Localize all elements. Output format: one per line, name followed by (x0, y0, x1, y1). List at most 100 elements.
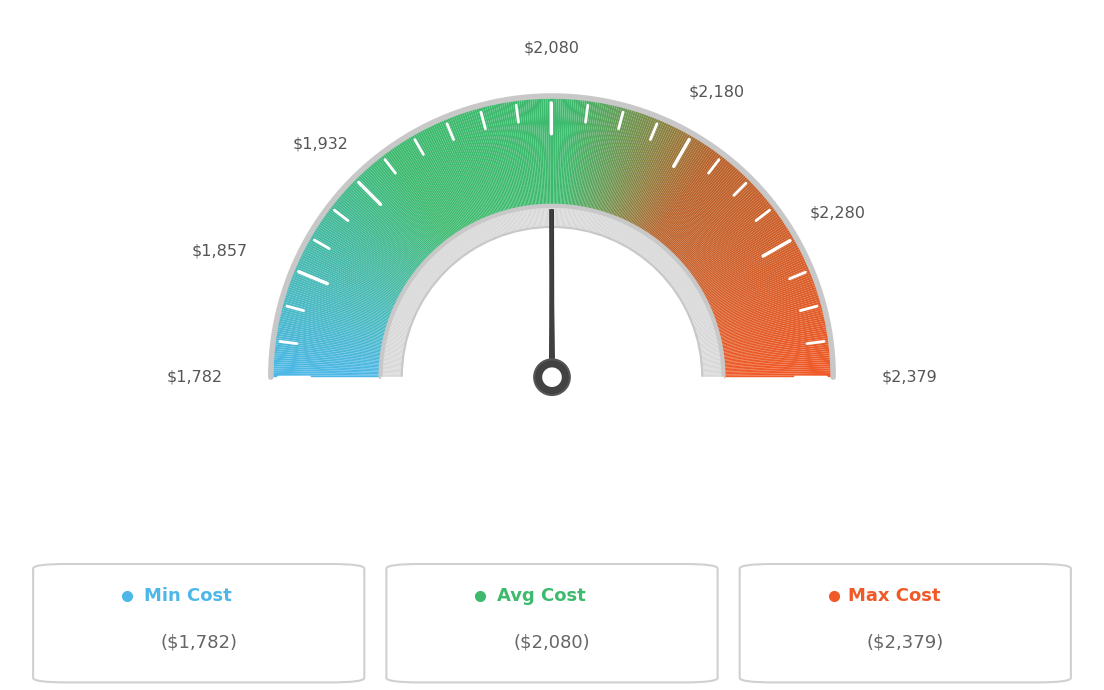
Wedge shape (661, 259, 678, 275)
Wedge shape (395, 142, 458, 235)
Wedge shape (384, 336, 406, 342)
Wedge shape (693, 319, 714, 328)
Wedge shape (541, 96, 546, 206)
Wedge shape (562, 97, 570, 206)
Wedge shape (680, 287, 700, 300)
Wedge shape (626, 124, 676, 224)
Wedge shape (555, 205, 558, 228)
Wedge shape (394, 144, 457, 235)
Wedge shape (407, 135, 465, 230)
Wedge shape (287, 282, 391, 320)
Wedge shape (363, 168, 437, 250)
Wedge shape (273, 346, 382, 359)
Wedge shape (711, 272, 814, 314)
Wedge shape (698, 228, 792, 288)
Text: Min Cost: Min Cost (144, 587, 232, 605)
Wedge shape (697, 226, 790, 286)
Wedge shape (668, 170, 744, 253)
Wedge shape (539, 96, 545, 206)
Wedge shape (550, 205, 551, 228)
Wedge shape (392, 311, 414, 321)
Wedge shape (540, 206, 542, 228)
Wedge shape (380, 365, 403, 368)
Wedge shape (393, 310, 414, 320)
Wedge shape (497, 101, 520, 209)
Wedge shape (690, 311, 712, 321)
Wedge shape (301, 248, 400, 299)
Wedge shape (619, 118, 664, 220)
Wedge shape (423, 262, 440, 278)
Wedge shape (691, 314, 712, 323)
Wedge shape (378, 155, 447, 243)
Wedge shape (429, 255, 446, 272)
Wedge shape (701, 364, 724, 366)
Wedge shape (544, 205, 546, 228)
Wedge shape (438, 119, 484, 220)
Wedge shape (394, 306, 415, 317)
Wedge shape (697, 332, 719, 339)
Wedge shape (392, 145, 456, 236)
Wedge shape (697, 335, 719, 341)
Wedge shape (342, 188, 425, 263)
Wedge shape (545, 205, 548, 228)
Wedge shape (678, 186, 760, 262)
Wedge shape (464, 229, 476, 249)
Wedge shape (672, 177, 751, 256)
Wedge shape (438, 247, 454, 265)
Wedge shape (491, 216, 500, 237)
Wedge shape (460, 230, 474, 250)
Wedge shape (272, 357, 381, 366)
Wedge shape (690, 309, 711, 319)
Wedge shape (716, 297, 822, 329)
Wedge shape (376, 157, 446, 244)
Wedge shape (586, 210, 592, 231)
Wedge shape (612, 219, 622, 240)
Wedge shape (609, 218, 619, 239)
Circle shape (542, 367, 562, 387)
Wedge shape (702, 368, 724, 370)
Wedge shape (639, 135, 697, 230)
Wedge shape (489, 217, 498, 238)
Wedge shape (442, 244, 456, 262)
Wedge shape (411, 133, 467, 229)
Wedge shape (720, 322, 828, 345)
Wedge shape (474, 223, 485, 244)
Wedge shape (679, 286, 699, 299)
Wedge shape (707, 255, 806, 304)
Wedge shape (327, 206, 416, 274)
Wedge shape (374, 158, 445, 244)
Wedge shape (391, 315, 412, 324)
Wedge shape (414, 274, 432, 288)
Wedge shape (664, 164, 736, 248)
Wedge shape (699, 345, 721, 351)
Wedge shape (534, 206, 538, 228)
Wedge shape (584, 209, 590, 231)
Wedge shape (433, 122, 480, 222)
Wedge shape (615, 116, 658, 218)
Wedge shape (718, 303, 824, 333)
Wedge shape (697, 333, 719, 340)
Wedge shape (272, 351, 381, 362)
Wedge shape (598, 213, 606, 235)
Wedge shape (302, 246, 401, 298)
Wedge shape (422, 264, 439, 279)
Wedge shape (480, 220, 490, 241)
Wedge shape (658, 255, 675, 272)
Wedge shape (381, 362, 403, 366)
Wedge shape (368, 164, 440, 248)
Wedge shape (341, 190, 424, 264)
Wedge shape (680, 191, 764, 265)
Wedge shape (389, 147, 454, 237)
Wedge shape (383, 344, 405, 349)
Wedge shape (401, 294, 421, 306)
Wedge shape (689, 306, 710, 317)
Wedge shape (688, 304, 709, 315)
Wedge shape (385, 333, 407, 340)
Wedge shape (516, 208, 521, 230)
Wedge shape (319, 217, 411, 281)
Wedge shape (592, 104, 619, 211)
Wedge shape (512, 99, 529, 208)
Wedge shape (415, 131, 469, 228)
Wedge shape (453, 235, 467, 255)
Wedge shape (672, 274, 690, 288)
